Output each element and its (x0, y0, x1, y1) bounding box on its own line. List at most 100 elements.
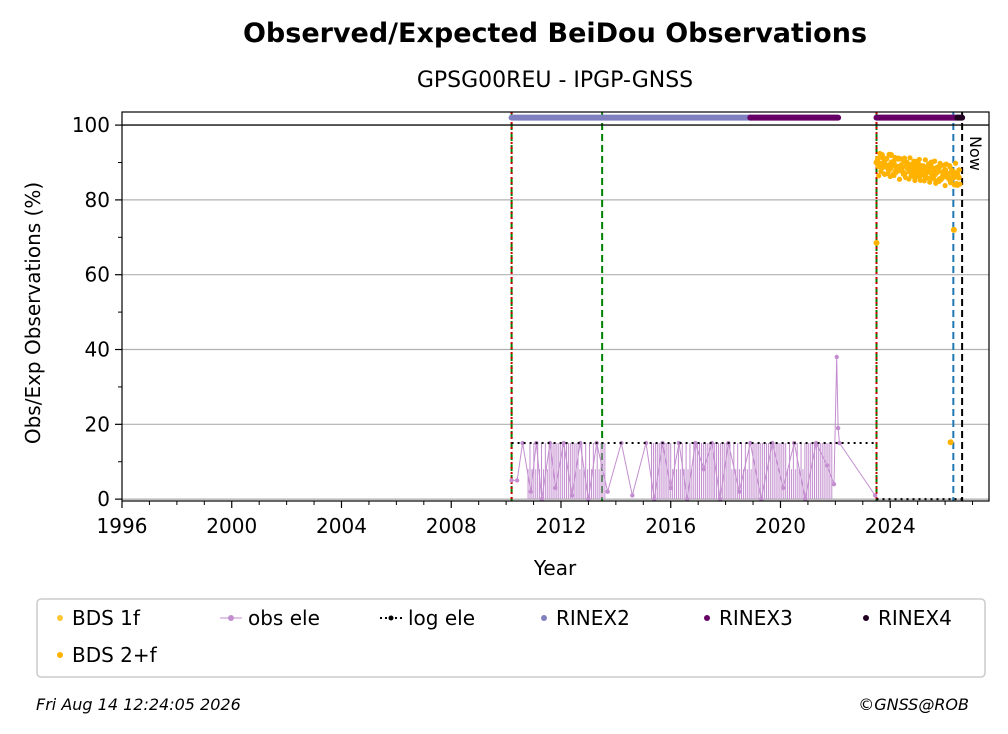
obs-ele-point (605, 489, 610, 494)
y-tick-label: 60 (85, 263, 110, 287)
bds-point (957, 181, 963, 187)
legend-marker (57, 615, 63, 621)
bds-point (946, 175, 952, 181)
obs-ele-point (813, 440, 819, 446)
obs-ele-point (643, 440, 649, 446)
legend-marker (541, 615, 547, 621)
obs-ele-point (547, 440, 553, 446)
obs-ele-point (684, 496, 690, 502)
legend-marker (57, 652, 63, 658)
footer-copyright: ©GNSS@ROB (858, 695, 969, 714)
obs-ele-point (872, 493, 878, 498)
obs-ele-point (539, 496, 544, 502)
obs-ele-point (834, 354, 839, 360)
bds-point (912, 177, 918, 184)
legend-item-rinex2: RINEX2 (541, 606, 630, 630)
legend-label: obs ele (248, 606, 320, 630)
legend-marker (704, 615, 710, 621)
series-obs-ele (509, 354, 878, 502)
bds-point (917, 177, 924, 183)
bds-point (907, 155, 913, 161)
obs-ele-point (717, 496, 723, 502)
legend-label: RINEX2 (556, 606, 630, 630)
x-tick-label: 1996 (97, 514, 148, 538)
obs-ele-point (701, 467, 706, 472)
obs-ele-point (668, 485, 673, 491)
bds-point (956, 167, 962, 173)
bds-point (925, 169, 931, 175)
bds-point (932, 158, 938, 164)
chart-subtitle: GPSG00REU - IPGP-GNSS (417, 68, 693, 93)
bds-point (945, 171, 951, 177)
legend-box (36, 598, 986, 678)
obs-ele-point (831, 481, 837, 487)
legend-item-bds-1f: BDS 1f (57, 606, 141, 630)
legend-item-log-ele: log ele (380, 606, 475, 630)
legend: BDS 1f obs ele log ele RINEX2 RINEX3 RINEX4 BD… (57, 606, 952, 667)
bds-point (927, 179, 933, 185)
obs-ele-point (676, 440, 682, 446)
bds-point (950, 226, 957, 233)
legend-label: RINEX3 (719, 606, 793, 630)
bds-point (922, 157, 928, 163)
obs-ele-point (759, 496, 764, 502)
y-axis-label: Obs/Exp Observations (%) (21, 182, 45, 444)
bds-point (886, 151, 892, 157)
now-label: Now (966, 136, 985, 171)
obs-ele-point (693, 440, 698, 446)
x-tick-label: 2016 (645, 514, 696, 538)
obs-ele-point (835, 425, 841, 431)
y-tick-label: 80 (85, 188, 110, 212)
bds-point (875, 156, 881, 162)
bds-point (942, 182, 948, 189)
y-tick-label: 0 (97, 487, 110, 511)
obs-ele-point (509, 478, 514, 483)
obs-ele-point (561, 440, 566, 446)
obs-ele-point (737, 489, 742, 494)
chart-title: Observed/Expected BeiDou Observations (243, 18, 867, 49)
series-log-ele (511, 442, 963, 501)
bds-point (916, 156, 922, 163)
obs-ele-point (514, 478, 520, 483)
axis-ticks: 0 20 40 60 80 100 1996 2000 2004 2008 2012 2016 2020… (72, 113, 974, 538)
event-lines (510, 112, 964, 501)
bds-point (930, 176, 937, 182)
bds-point (877, 150, 883, 157)
bds-point (952, 160, 959, 166)
legend-label: RINEX4 (878, 606, 952, 630)
x-tick-label: 2024 (865, 514, 916, 538)
obs-ele-point (824, 463, 830, 468)
x-tick-label: 2000 (206, 514, 257, 538)
bds-point (873, 239, 880, 246)
obs-ele-point (837, 440, 842, 446)
bds-point (947, 439, 954, 446)
obs-ele-point (586, 496, 591, 502)
legend-item-bds-2-f: BDS 2+f (57, 643, 158, 667)
legend-marker (863, 615, 869, 621)
bds-point (883, 156, 889, 162)
obs-ele-point (569, 493, 575, 498)
obs-ele-point (748, 440, 753, 446)
bds-point (922, 164, 928, 170)
bds-point (879, 165, 886, 171)
obs-ele-point (553, 485, 558, 491)
x-tick-label: 2004 (316, 514, 367, 538)
obs-ele-point (770, 440, 775, 446)
bds-point (901, 155, 908, 161)
plot-frame (121, 111, 990, 502)
obs-ele-point (709, 440, 715, 446)
bds-point (896, 176, 903, 182)
legend-item-rinex3: RINEX3 (704, 606, 793, 630)
legend-marker-dot (228, 615, 234, 621)
obs-ele-point (520, 440, 525, 446)
legend-marker-dot (388, 615, 394, 621)
x-tick-label: 2020 (755, 514, 806, 538)
legend-item-rinex4: RINEX4 (863, 606, 952, 630)
legend-label: log ele (408, 606, 475, 630)
bds-point (955, 174, 961, 180)
footer-timestamp: Fri Aug 14 12:24:05 2026 (36, 695, 241, 714)
obs-ele-point (630, 493, 635, 498)
x-tick-label: 2012 (536, 514, 587, 538)
legend-label: BDS 1f (72, 606, 141, 630)
obs-ele-point (577, 440, 583, 446)
